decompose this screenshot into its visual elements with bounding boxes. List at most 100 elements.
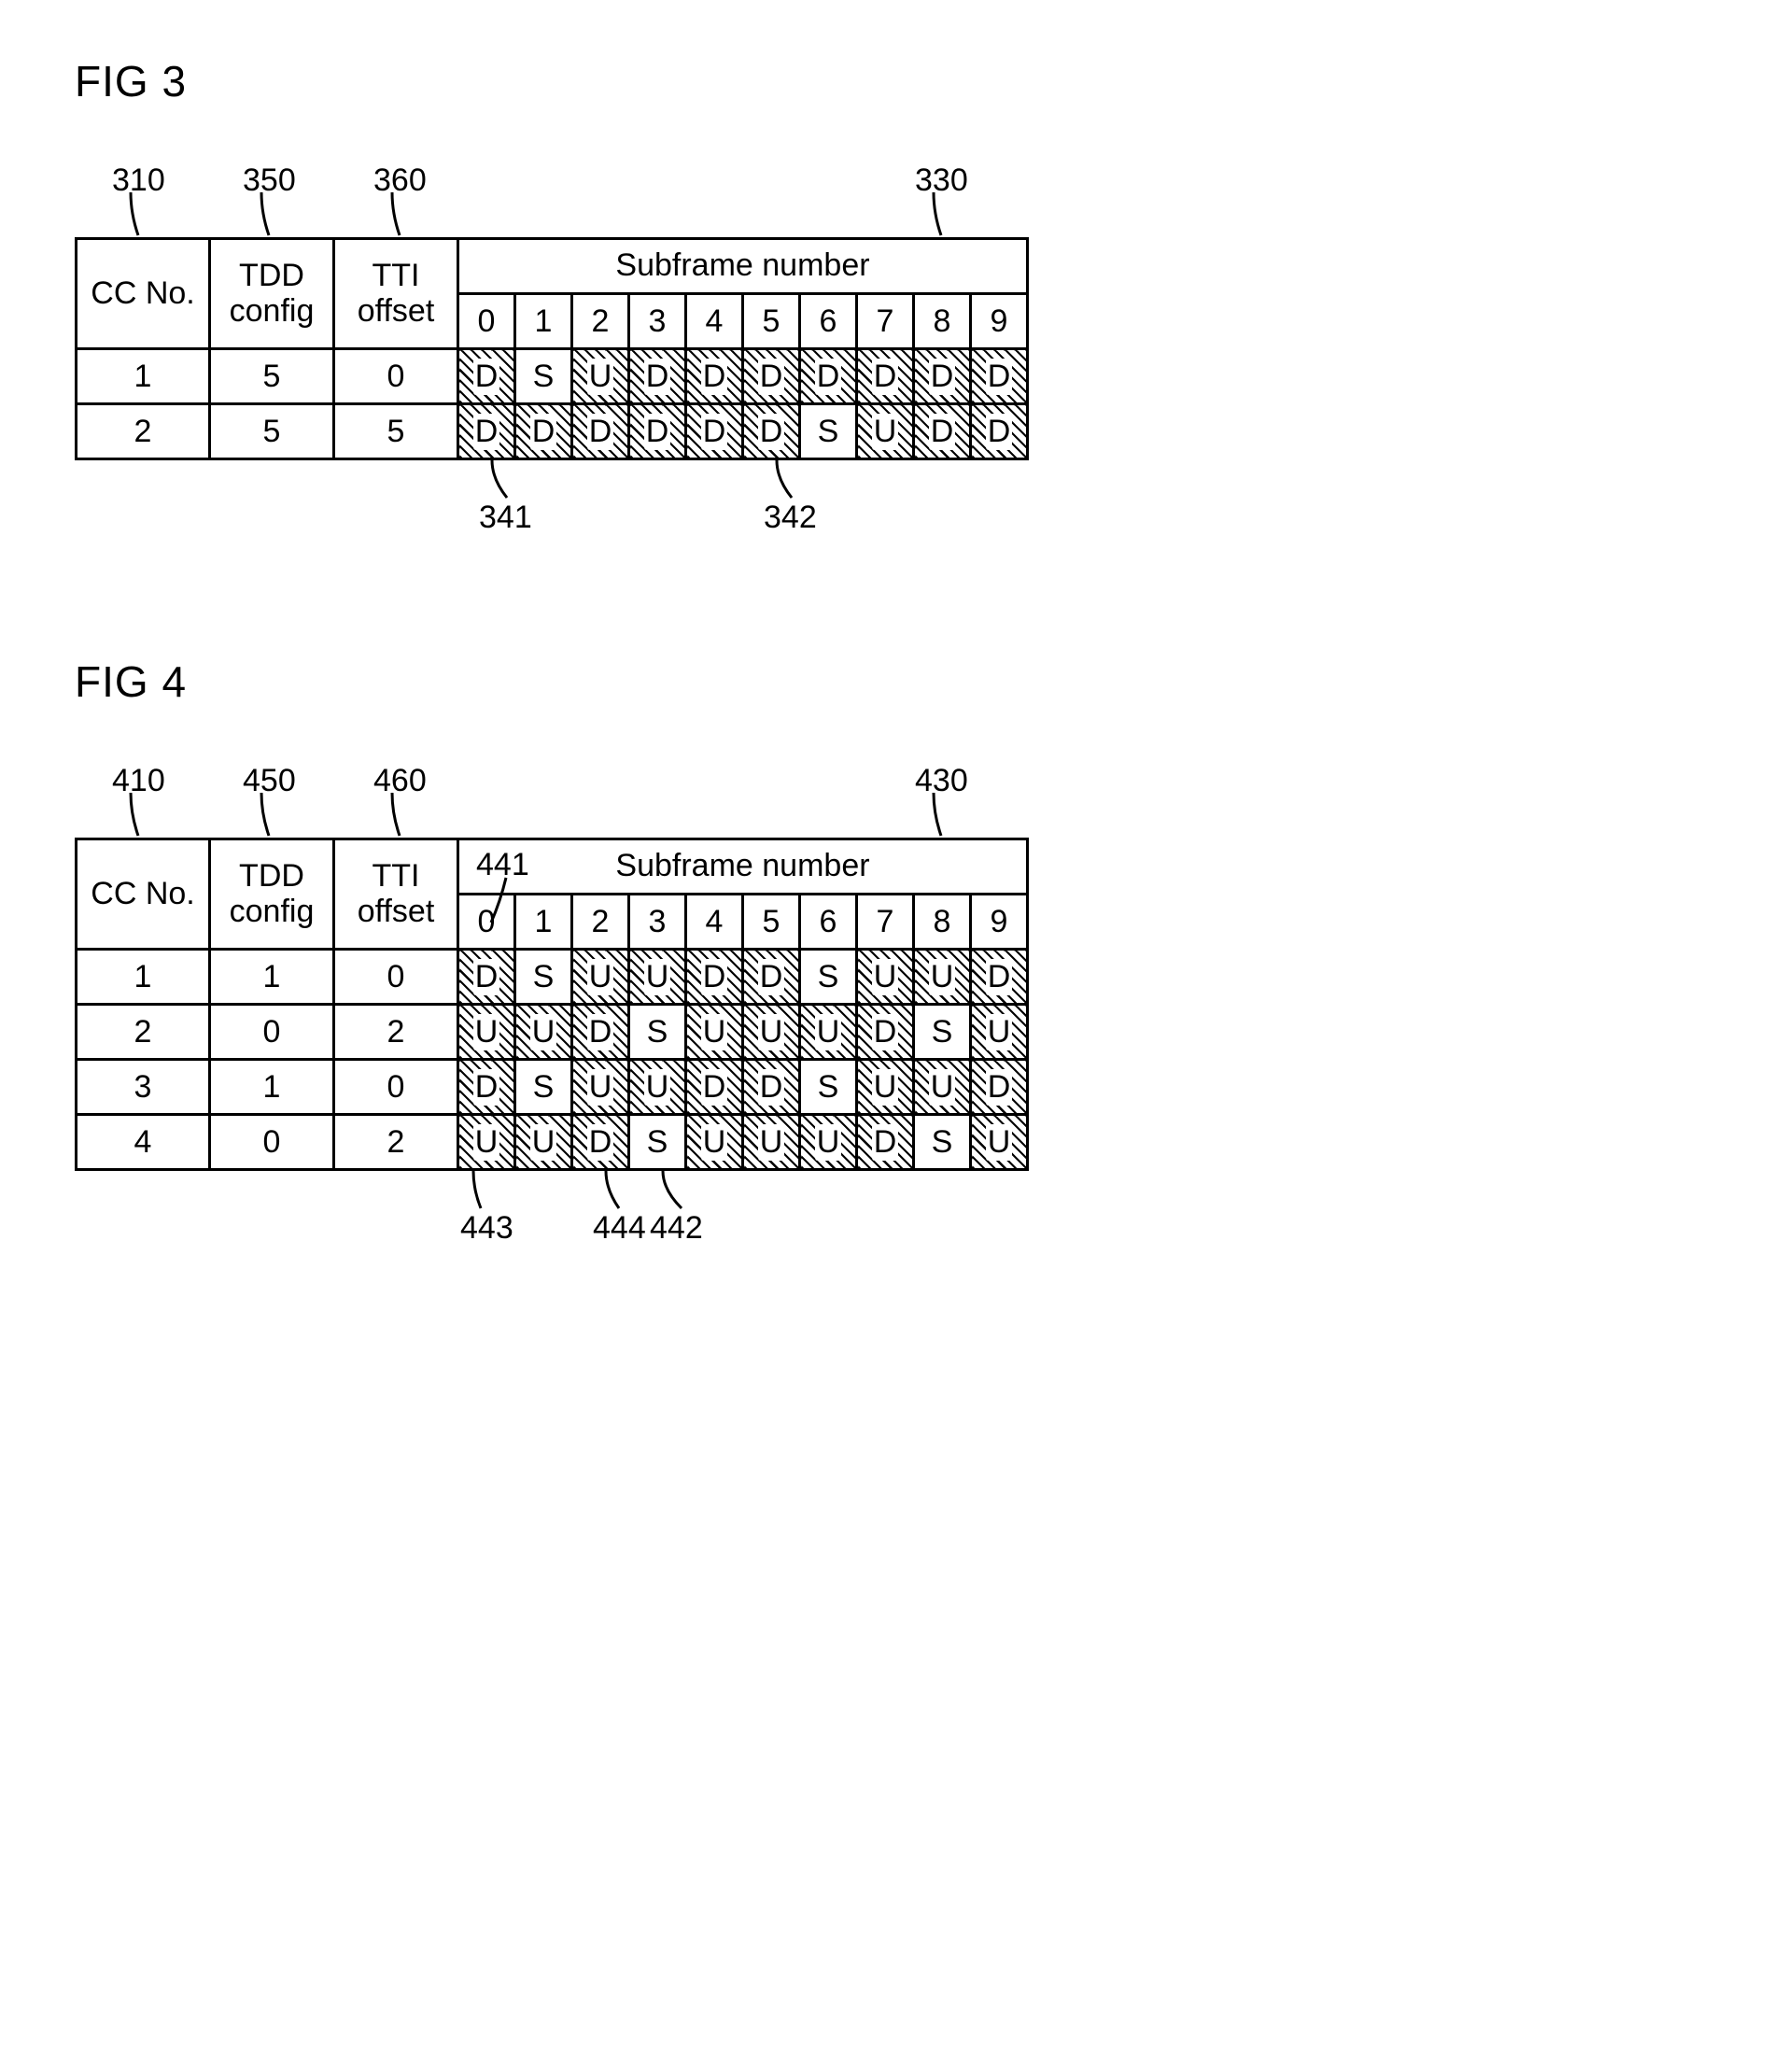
- fig4-table: CC No. TDDconfig TTIoffset Subframe numb…: [75, 838, 1029, 1171]
- bottom-annotations: 443 444 442: [75, 1171, 1711, 1255]
- cell-off: 5: [334, 404, 458, 459]
- sf-num: 2: [572, 294, 629, 349]
- callout-label: 430: [915, 763, 968, 799]
- sf-cell-U: U: [572, 349, 629, 404]
- sf-cell-U: U: [800, 1005, 857, 1060]
- sf-cell-U: U: [857, 404, 914, 459]
- sf-cell-D: D: [458, 349, 515, 404]
- sf-cell-U: U: [458, 1115, 515, 1170]
- sf-cell-D: D: [743, 349, 800, 404]
- callout-label: 330: [915, 162, 968, 199]
- callout-label: 360: [373, 162, 427, 199]
- hdr-cfg-text: TDDconfig: [230, 258, 315, 328]
- sf-num: 0: [458, 294, 515, 349]
- sf-cell-U: U: [971, 1115, 1028, 1170]
- sf-cell-D: D: [914, 349, 971, 404]
- sf-cell-D: D: [458, 1060, 515, 1115]
- sf-cell-U: U: [914, 1060, 971, 1115]
- callout-label: 342: [764, 460, 817, 536]
- hdr-cc-text: CC No.: [91, 275, 194, 311]
- cell-cfg: 0: [210, 1005, 334, 1060]
- cell-off: 0: [334, 349, 458, 404]
- cell-cfg: 5: [210, 349, 334, 404]
- hdr-off-text: TTIoffset: [358, 258, 435, 328]
- cell-cfg: 1: [210, 1060, 334, 1115]
- hdr-sf: Subframe number: [458, 239, 1028, 294]
- cell-off: 0: [334, 1060, 458, 1115]
- sf-num: 4: [686, 895, 743, 950]
- sf-cell-D: D: [458, 404, 515, 459]
- callout-label: 410: [112, 763, 165, 799]
- cell-cc: 2: [77, 1005, 210, 1060]
- cell-cfg: 5: [210, 404, 334, 459]
- sf-num: 1: [515, 294, 572, 349]
- callout-label: 450: [243, 763, 296, 799]
- sf-cell-D: D: [743, 404, 800, 459]
- sf-num: 4: [686, 294, 743, 349]
- sf-cell-D: D: [629, 349, 686, 404]
- sf-cell-D: D: [800, 349, 857, 404]
- cell-cc: 2: [77, 404, 210, 459]
- sf-cell-U: U: [515, 1005, 572, 1060]
- sf-num: 7: [857, 895, 914, 950]
- sf-cell-U: U: [971, 1005, 1028, 1060]
- hdr-off: TTIoffset: [334, 839, 458, 950]
- cell-cfg: 1: [210, 950, 334, 1005]
- sf-num: 9: [971, 895, 1028, 950]
- callout-label: 350: [243, 162, 296, 199]
- sf-cell-D: D: [743, 1060, 800, 1115]
- fig3-table: CC No. TDDconfig TTIoffset Subframe numb…: [75, 237, 1029, 460]
- sf-num: 3: [629, 294, 686, 349]
- sf-cell-S: S: [914, 1005, 971, 1060]
- sf-num: 6: [800, 294, 857, 349]
- sf-cell-S: S: [515, 950, 572, 1005]
- sf-cell-S: S: [629, 1005, 686, 1060]
- sf-cell-S: S: [800, 950, 857, 1005]
- sf-num: 7: [857, 294, 914, 349]
- sf-num: 5: [743, 895, 800, 950]
- sf-cell-U: U: [572, 950, 629, 1005]
- cell-cfg: 0: [210, 1115, 334, 1170]
- sf-cell-U: U: [857, 1060, 914, 1115]
- hdr-sf-text: Subframe number: [615, 247, 869, 283]
- callout-label: 310: [112, 162, 165, 199]
- figure-title: FIG 3: [75, 56, 1711, 106]
- sf-cell-D: D: [515, 404, 572, 459]
- sf-cell-U: U: [572, 1060, 629, 1115]
- sf-cell-S: S: [800, 404, 857, 459]
- callout-label: 442: [650, 1171, 703, 1247]
- sf-cell-D: D: [971, 1060, 1028, 1115]
- sf-num: 2: [572, 895, 629, 950]
- sf-cell-U: U: [686, 1115, 743, 1170]
- sf-cell-U: U: [914, 950, 971, 1005]
- figure-title: FIG 4: [75, 656, 1711, 707]
- sf-cell-D: D: [857, 1115, 914, 1170]
- sf-cell-D: D: [914, 404, 971, 459]
- hdr-cfg-text: TDDconfig: [230, 858, 315, 928]
- sf-num: 8: [914, 294, 971, 349]
- sf-cell-U: U: [743, 1005, 800, 1060]
- sf-cell-D: D: [743, 950, 800, 1005]
- sf-num: 9: [971, 294, 1028, 349]
- callout-label: 443: [460, 1171, 513, 1247]
- cell-cc: 1: [77, 950, 210, 1005]
- cell-off: 0: [334, 950, 458, 1005]
- top-annotations: 310 350 360 330: [75, 162, 1711, 237]
- sf-cell-S: S: [800, 1060, 857, 1115]
- hdr-cfg: TDDconfig: [210, 839, 334, 950]
- sf-cell-D: D: [971, 404, 1028, 459]
- sf-cell-D: D: [686, 1060, 743, 1115]
- sf-cell-D: D: [686, 950, 743, 1005]
- hdr-off: TTIoffset: [334, 239, 458, 349]
- callout-label: 444: [593, 1171, 646, 1247]
- bottom-annotations: 341 342: [75, 460, 1711, 544]
- hdr-cc: CC No.: [77, 839, 210, 950]
- figure-3: FIG 3 310 350 360 330 CC No. TDDconfig T…: [75, 56, 1711, 544]
- hdr-cfg: TDDconfig: [210, 239, 334, 349]
- sf-cell-D: D: [857, 1005, 914, 1060]
- sf-cell-U: U: [686, 1005, 743, 1060]
- top-annotations: 410 450 460 430: [75, 763, 1711, 838]
- sf-cell-U: U: [629, 1060, 686, 1115]
- sf-cell-U: U: [743, 1115, 800, 1170]
- sf-cell-D: D: [572, 1005, 629, 1060]
